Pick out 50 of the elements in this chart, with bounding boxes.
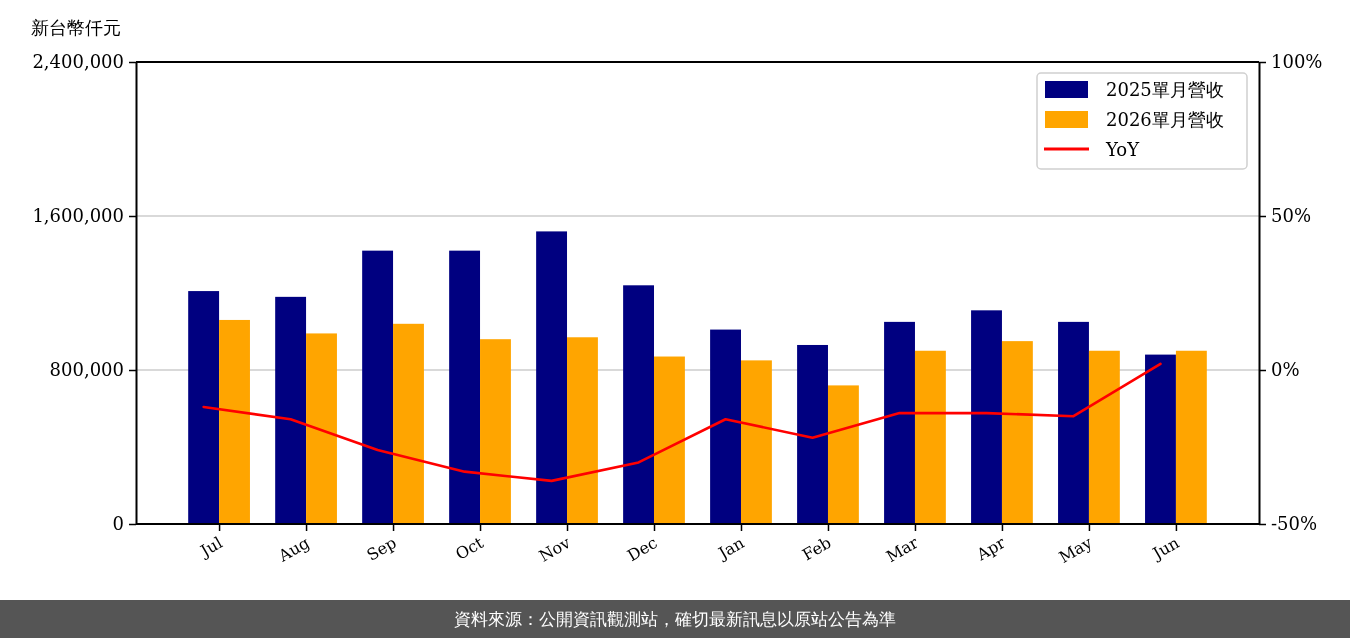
bar bbox=[914, 350, 946, 524]
bar bbox=[654, 356, 685, 524]
y2-tick-label: 50% bbox=[1271, 205, 1312, 227]
y-tick-label: 2,400,000 bbox=[32, 51, 124, 73]
y-tick-label: 0 bbox=[112, 513, 124, 535]
x-tick-label: Sep bbox=[363, 533, 400, 565]
bar bbox=[449, 250, 481, 524]
bar bbox=[536, 231, 568, 524]
bar bbox=[623, 285, 655, 524]
legend-label: 2026單月營收 bbox=[1106, 109, 1224, 130]
x-tick-label: May bbox=[1055, 533, 1096, 567]
x-tick-label: Dec bbox=[623, 532, 661, 566]
x-tick-label: Nov bbox=[535, 533, 574, 566]
bar bbox=[740, 360, 772, 524]
source-note: 資料來源：公開資訊觀測站，確切最新訊息以原站公告為準 bbox=[454, 609, 896, 629]
x-tick-label: Jul bbox=[195, 533, 226, 562]
bar bbox=[884, 321, 915, 524]
bar bbox=[1001, 341, 1033, 524]
x-tick-label: Jun bbox=[1147, 533, 1183, 564]
bar bbox=[971, 310, 1002, 524]
x-tick-label: Aug bbox=[274, 533, 313, 567]
bar bbox=[275, 296, 307, 524]
x-tick-label: Mar bbox=[882, 532, 922, 567]
x-tick-label: Oct bbox=[452, 532, 488, 564]
y2-tick-label: 100% bbox=[1271, 51, 1323, 73]
y-axis-title: 新台幣仟元 bbox=[31, 17, 121, 38]
x-tick-label: Jan bbox=[713, 533, 748, 564]
x-tick-label: Feb bbox=[799, 533, 835, 565]
bar bbox=[393, 323, 424, 524]
x-tick-label: Apr bbox=[972, 532, 1009, 565]
y-tick-label: 800,000 bbox=[49, 359, 124, 381]
bar bbox=[567, 337, 598, 524]
legend-label: YoY bbox=[1105, 139, 1141, 160]
bar bbox=[1145, 354, 1176, 524]
bar bbox=[306, 333, 337, 524]
bar bbox=[797, 344, 828, 524]
y-tick-label: 1,600,000 bbox=[32, 205, 124, 227]
bar bbox=[827, 385, 859, 524]
bar bbox=[1058, 321, 1089, 524]
bar bbox=[480, 339, 511, 524]
bar bbox=[188, 291, 220, 524]
legend-label: 2025單月營收 bbox=[1106, 79, 1224, 100]
line-series bbox=[202, 362, 1162, 483]
bar bbox=[1175, 350, 1207, 524]
bar bbox=[1088, 350, 1120, 524]
bar bbox=[219, 319, 250, 524]
bar bbox=[362, 250, 394, 524]
y2-tick-label: 0% bbox=[1271, 359, 1300, 381]
y2-tick-label: -50% bbox=[1271, 513, 1318, 535]
bar bbox=[710, 329, 741, 524]
